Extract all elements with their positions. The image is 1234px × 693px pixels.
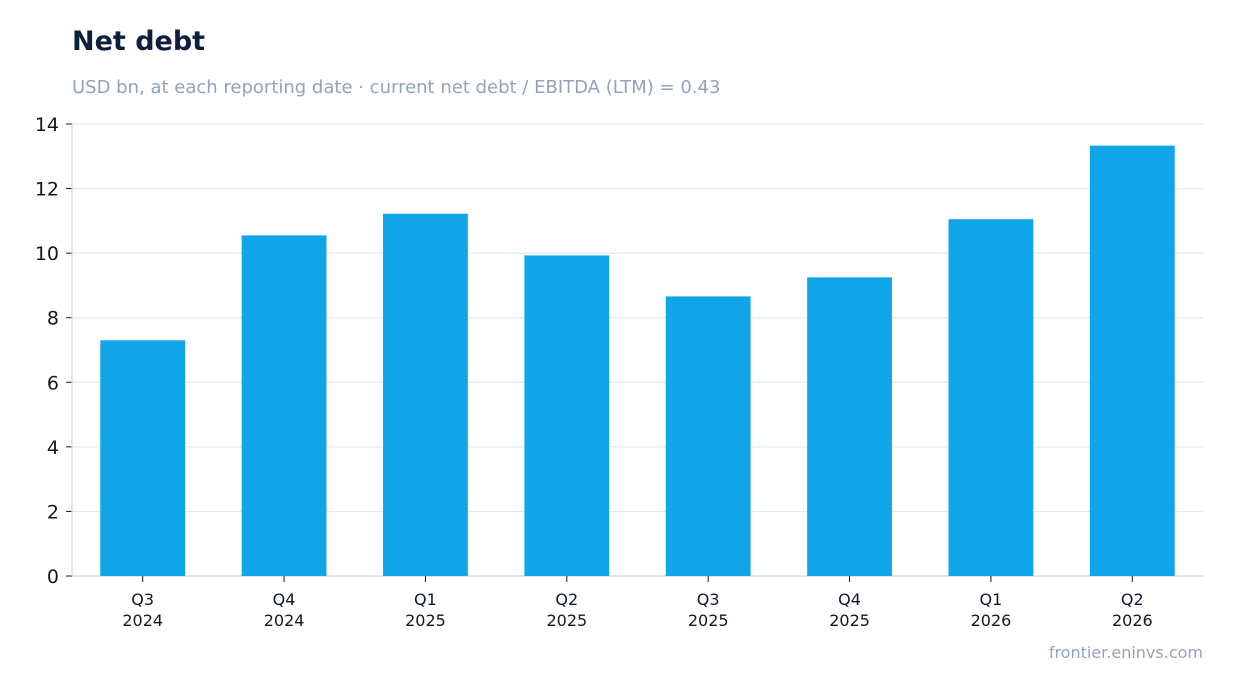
y-tick-label: 12 — [35, 179, 59, 201]
x-tick-label-quarter: Q2 — [555, 590, 578, 609]
bar — [241, 235, 327, 576]
x-tick-label-quarter: Q1 — [414, 590, 437, 609]
bar — [948, 219, 1034, 576]
x-tick-label-quarter: Q2 — [1121, 590, 1144, 609]
x-tick-label-year: 2026 — [971, 611, 1012, 630]
bar — [100, 340, 186, 576]
x-tick-label-year: 2025 — [546, 611, 587, 630]
x-tick-label-quarter: Q3 — [131, 590, 154, 609]
x-tick-label-year: 2024 — [122, 611, 163, 630]
x-tick-label-quarter: Q1 — [980, 590, 1003, 609]
y-tick-label: 14 — [35, 114, 59, 136]
bar — [383, 213, 468, 577]
x-tick-label-year: 2025 — [405, 611, 446, 630]
x-tick-label-year: 2025 — [829, 611, 870, 630]
y-tick-label: 2 — [47, 501, 59, 523]
chart-subtitle: USD bn, at each reporting date · current… — [72, 77, 721, 98]
y-tick-label: 4 — [47, 437, 59, 459]
y-tick-label: 6 — [47, 372, 59, 394]
x-tick-label-quarter: Q4 — [838, 590, 861, 609]
x-tick-label-quarter: Q4 — [273, 590, 296, 609]
chart-title: Net debt — [72, 26, 206, 57]
x-tick-label-quarter: Q3 — [697, 590, 720, 609]
bar — [524, 255, 610, 576]
x-tick-label-year: 2024 — [264, 611, 305, 630]
y-tick-label: 0 — [47, 566, 59, 588]
x-tick-label-year: 2026 — [1112, 611, 1153, 630]
x-tick-label-year: 2025 — [688, 611, 729, 630]
source-credit: frontier.eninvs.com — [1048, 643, 1203, 662]
bar — [1089, 145, 1175, 577]
y-tick-label: 8 — [47, 308, 59, 330]
bar — [665, 296, 751, 576]
bar — [807, 277, 892, 576]
y-tick-label: 10 — [35, 243, 59, 265]
